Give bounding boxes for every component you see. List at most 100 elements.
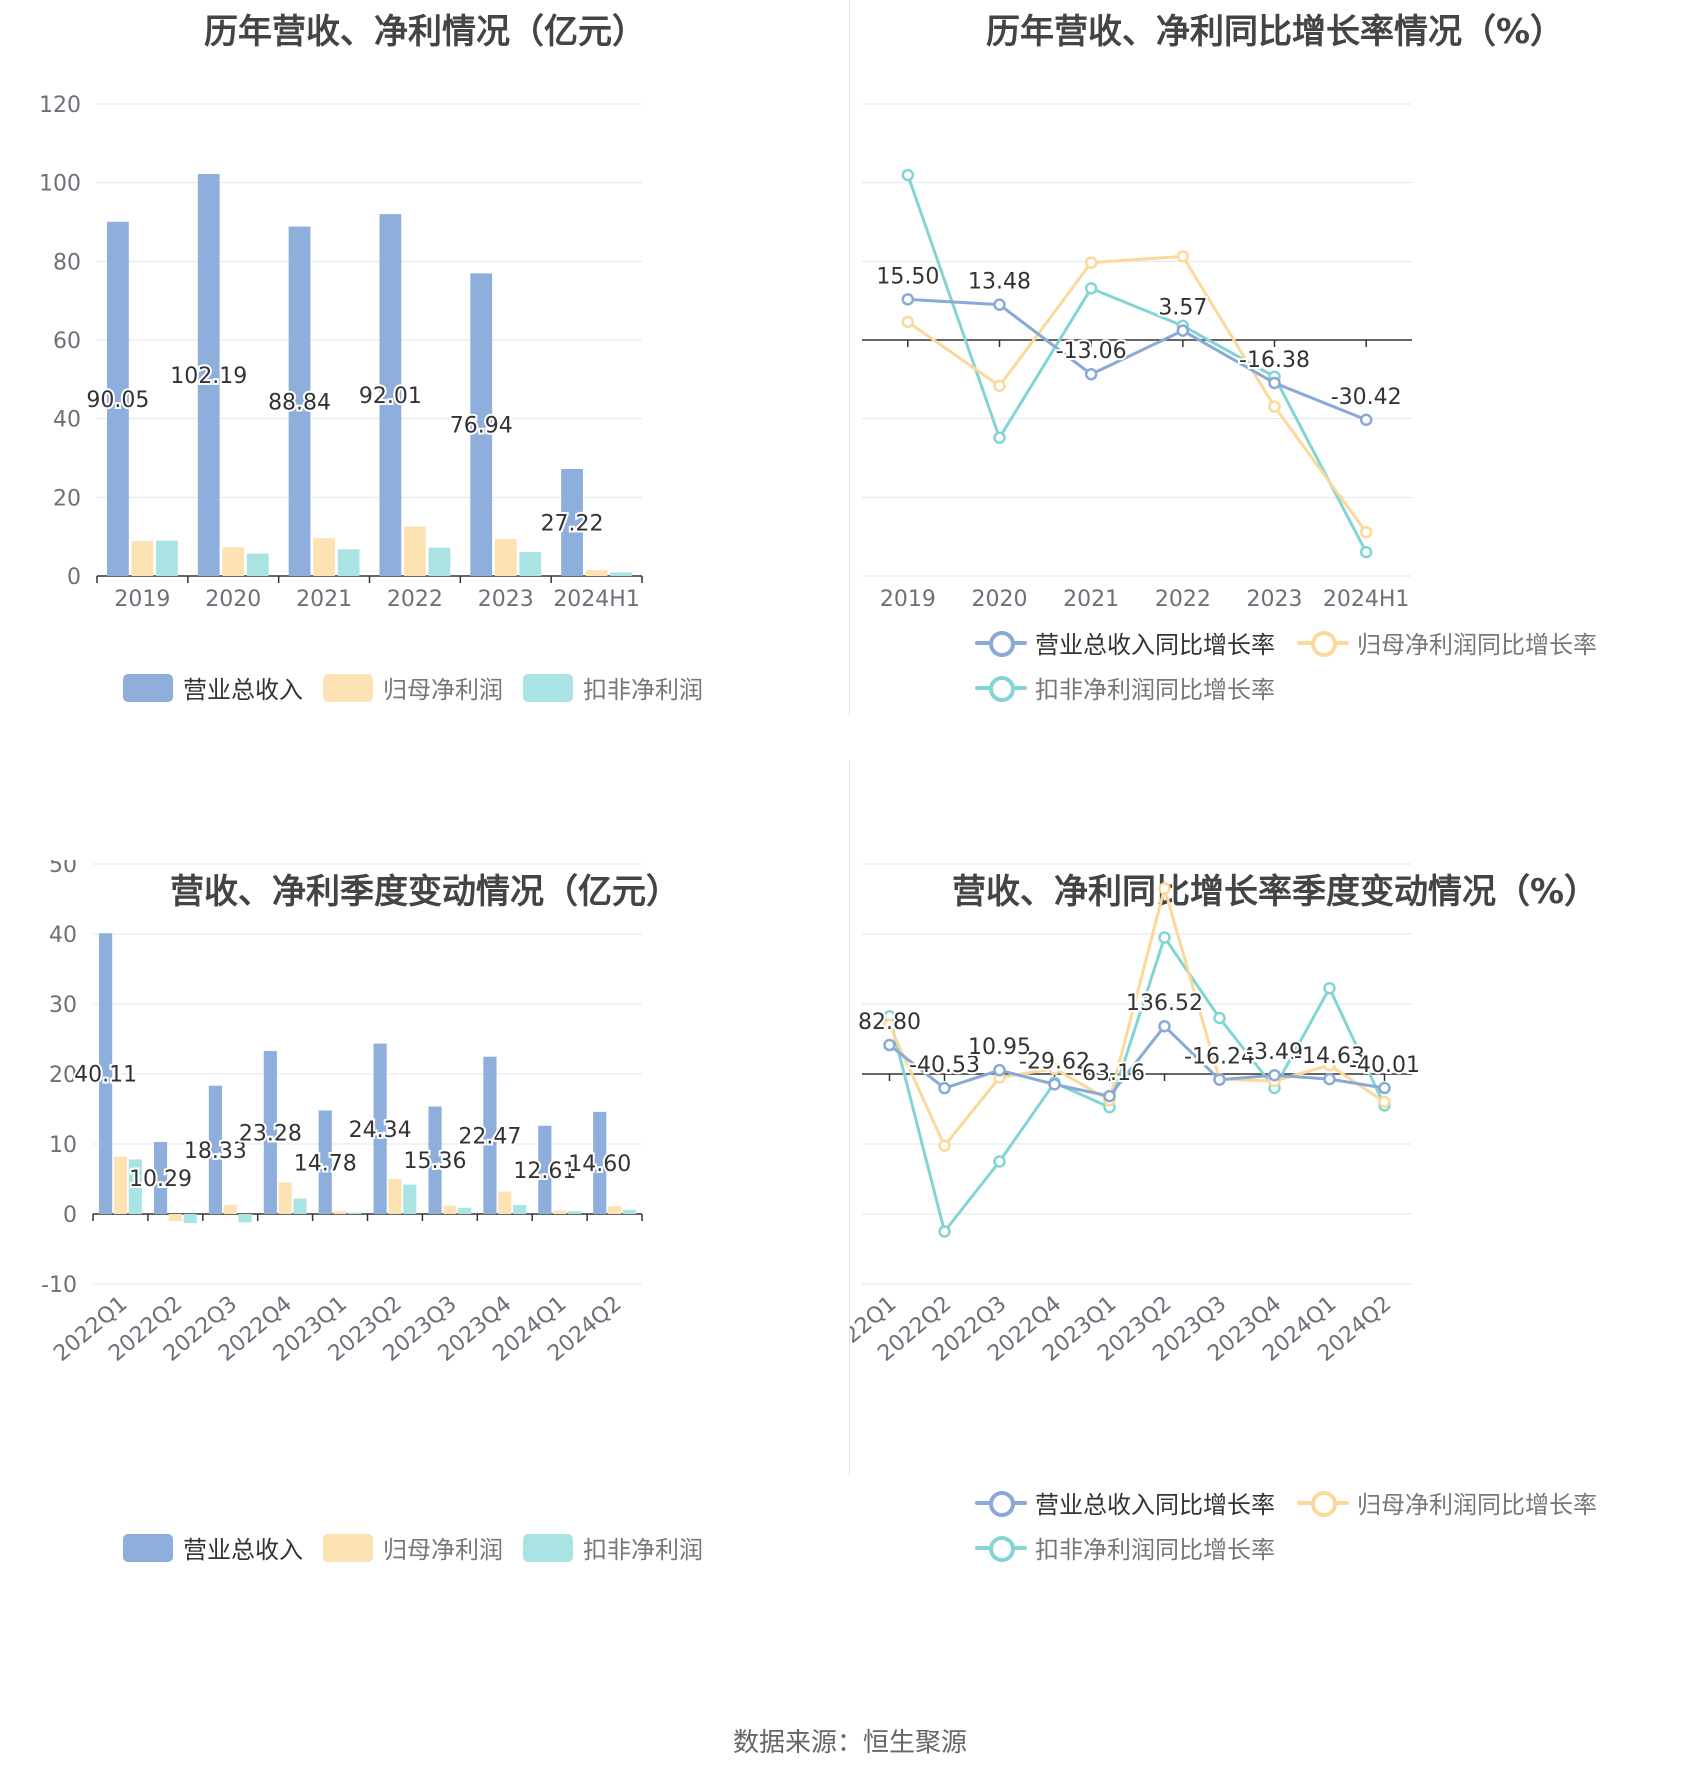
bar-deducted-profit — [458, 1207, 472, 1214]
x-tick-label: 2019 — [114, 587, 170, 612]
legend-label: 扣非净利润同比增长率 — [1035, 676, 1275, 704]
legend-item-deducted-profit[interactable]: 扣非净利润 — [523, 670, 703, 705]
divider-bottom — [849, 760, 850, 1475]
legend-item-revenue[interactable]: 营业总收入 — [123, 670, 303, 705]
data-point — [1359, 525, 1373, 539]
chart-title: 历年营收、净利同比增长率情况（%） — [985, 12, 1565, 52]
bar-net-profit — [443, 1205, 457, 1214]
bar-net-profit — [498, 1191, 512, 1214]
data-point — [883, 1038, 896, 1052]
bar-revenue — [593, 1111, 607, 1214]
bar-deducted-profit — [348, 1212, 362, 1214]
y-tick-label: 50 — [49, 860, 77, 878]
bar-revenue — [153, 1141, 168, 1214]
y-tick-label: 40 — [49, 923, 77, 948]
data-label: 22.47 — [458, 1124, 521, 1149]
bar-deducted-profit — [610, 572, 633, 576]
data-label: 102.19 — [170, 364, 247, 389]
x-tick-label: 2022 — [387, 587, 443, 612]
data-label: 10.95 — [968, 1035, 1031, 1060]
legend-item-deducted-growth[interactable]: 扣非净利润同比增长率 — [975, 670, 1275, 705]
data-point — [1359, 413, 1373, 427]
data-label: -40.53 — [909, 1053, 980, 1078]
data-label: -30.42 — [1331, 385, 1402, 410]
data-label: -14.63 — [1294, 1044, 1365, 1069]
data-label: 82.80 — [858, 1010, 921, 1035]
data-point — [1084, 282, 1098, 295]
y-tick-label: 80 — [53, 250, 81, 275]
bar-deducted-profit — [403, 1184, 417, 1214]
legend-label: 扣非净利润同比增长率 — [1035, 1536, 1275, 1564]
legend: 营业总收入 归母净利润 扣非净利润 — [0, 1530, 850, 1570]
bar-revenue — [483, 1056, 497, 1214]
legend-item-net-profit-growth[interactable]: 归母净利润同比增长率 — [1297, 1485, 1597, 1520]
bar-deducted-profit — [238, 1214, 252, 1223]
data-point — [901, 293, 915, 306]
legend-item-deducted-growth[interactable]: 扣非净利润同比增长率 — [975, 1530, 1275, 1565]
data-point — [883, 1018, 896, 1032]
data-label: 15.50 — [876, 264, 939, 289]
legend-swatch-revenue — [123, 1533, 173, 1562]
data-point — [1268, 376, 1281, 390]
legend-item-revenue-growth[interactable]: 营业总收入同比增长率 — [975, 1485, 1275, 1520]
data-label: 24.34 — [349, 1118, 412, 1143]
data-point — [1268, 1068, 1281, 1082]
x-tick-label: 2021 — [296, 587, 352, 612]
annual-values-panel: 历年营收、净利情况（亿元） 0 20 40 60 80 100 120 2019 2020 202… — [0, 0, 850, 860]
legend: 营业总收入同比增长率 归母净利润同比增长率 扣非净利润同比增长率 — [850, 625, 1700, 715]
data-label: 14.78 — [294, 1151, 357, 1176]
series-line-net-profit — [888, 887, 1386, 1148]
bar-net-profit — [168, 1214, 182, 1221]
data-point — [1323, 1059, 1336, 1072]
annual-growth-chart: -90-60-300306090201920202021202220232024… — [862, 103, 1412, 612]
x-tick-label: 2020 — [205, 587, 261, 612]
legend-label: 扣非净利润 — [583, 1536, 703, 1564]
bar-revenue — [318, 1110, 332, 1214]
data-label: -40.01 — [1349, 1053, 1420, 1078]
data-label: 14.60 — [568, 1152, 631, 1177]
bar-deducted-profit — [512, 1204, 527, 1214]
bar-deducted-profit — [567, 1211, 582, 1214]
y-tick-label: 60 — [53, 329, 81, 354]
data-point — [1103, 1089, 1116, 1103]
data-point — [1378, 1095, 1391, 1109]
data-point — [1084, 367, 1098, 381]
data-point — [938, 1225, 951, 1238]
legend-item-deducted-profit[interactable]: 扣非净利润 — [523, 1530, 703, 1565]
data-point — [1176, 250, 1190, 263]
x-tick-label: 2021 — [1063, 587, 1119, 612]
chart-title: 营收、净利季度变动情况（亿元） — [170, 872, 680, 912]
x-tick-label: 2019 — [880, 587, 936, 612]
data-point — [1213, 1011, 1226, 1025]
annual-values-chart: 0 20 40 60 80 100 120 2019 2020 2021 2022 2023 2024H… — [39, 93, 643, 612]
x-tick-label: 2024H1 — [553, 587, 640, 612]
bar-revenue — [263, 1051, 277, 1214]
bar-net-profit — [278, 1182, 292, 1214]
bar-revenue — [428, 1106, 442, 1214]
legend-symbol — [1297, 629, 1349, 657]
chart-title: 营收、净利同比增长率季度变动情况（%） — [951, 872, 1599, 912]
legend-item-revenue-growth[interactable]: 营业总收入同比增长率 — [975, 625, 1275, 660]
bar-deducted-profit — [128, 1159, 142, 1214]
data-label: 10.29 — [129, 1167, 192, 1192]
bar-revenue — [561, 468, 583, 576]
data-label: 13.48 — [968, 270, 1031, 295]
legend-swatch-deducted-profit — [523, 1533, 573, 1562]
data-point — [993, 379, 1006, 393]
data-point — [1158, 882, 1171, 895]
data-point — [993, 431, 1006, 445]
bar-net-profit — [607, 1206, 622, 1214]
bar-revenue — [197, 174, 220, 576]
quarter-growth-chart: -600-400-20002004006002022Q12022Q22022Q3… — [850, 863, 1422, 1367]
data-point — [938, 1081, 951, 1095]
quarter-values-chart: -10010203040502022Q12022Q22022Q32022Q420… — [41, 860, 643, 1367]
data-label: 12.61 — [513, 1159, 576, 1184]
legend-item-revenue[interactable]: 营业总收入 — [123, 1530, 303, 1565]
y-tick-label: -10 — [41, 1273, 77, 1298]
legend-item-net-profit[interactable]: 归母净利润 — [323, 1530, 503, 1565]
legend-item-net-profit[interactable]: 归母净利润 — [323, 670, 503, 705]
bar-net-profit — [222, 547, 245, 576]
bar-revenue — [379, 214, 402, 576]
data-point — [1158, 1019, 1171, 1033]
legend-item-net-profit-growth[interactable]: 归母净利润同比增长率 — [1297, 625, 1597, 660]
